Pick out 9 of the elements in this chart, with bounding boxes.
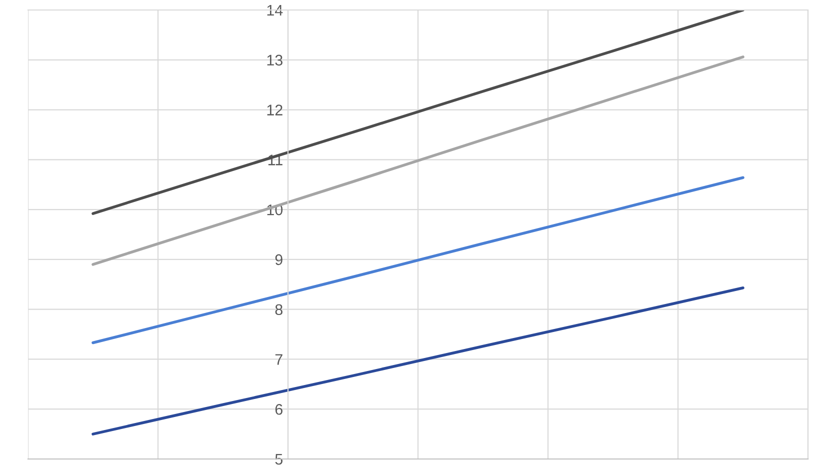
y-tick-label: 9: [275, 254, 282, 266]
line-series: [92, 176, 744, 344]
y-tick-label: 6: [275, 404, 282, 415]
line-series: [92, 56, 744, 266]
line-series: [92, 286, 744, 436]
y-tick-label: 7: [275, 354, 282, 365]
y-tick-label: 8: [275, 304, 282, 316]
y-tick-label: 13: [267, 54, 282, 66]
y-tick-label: 12: [267, 104, 282, 116]
